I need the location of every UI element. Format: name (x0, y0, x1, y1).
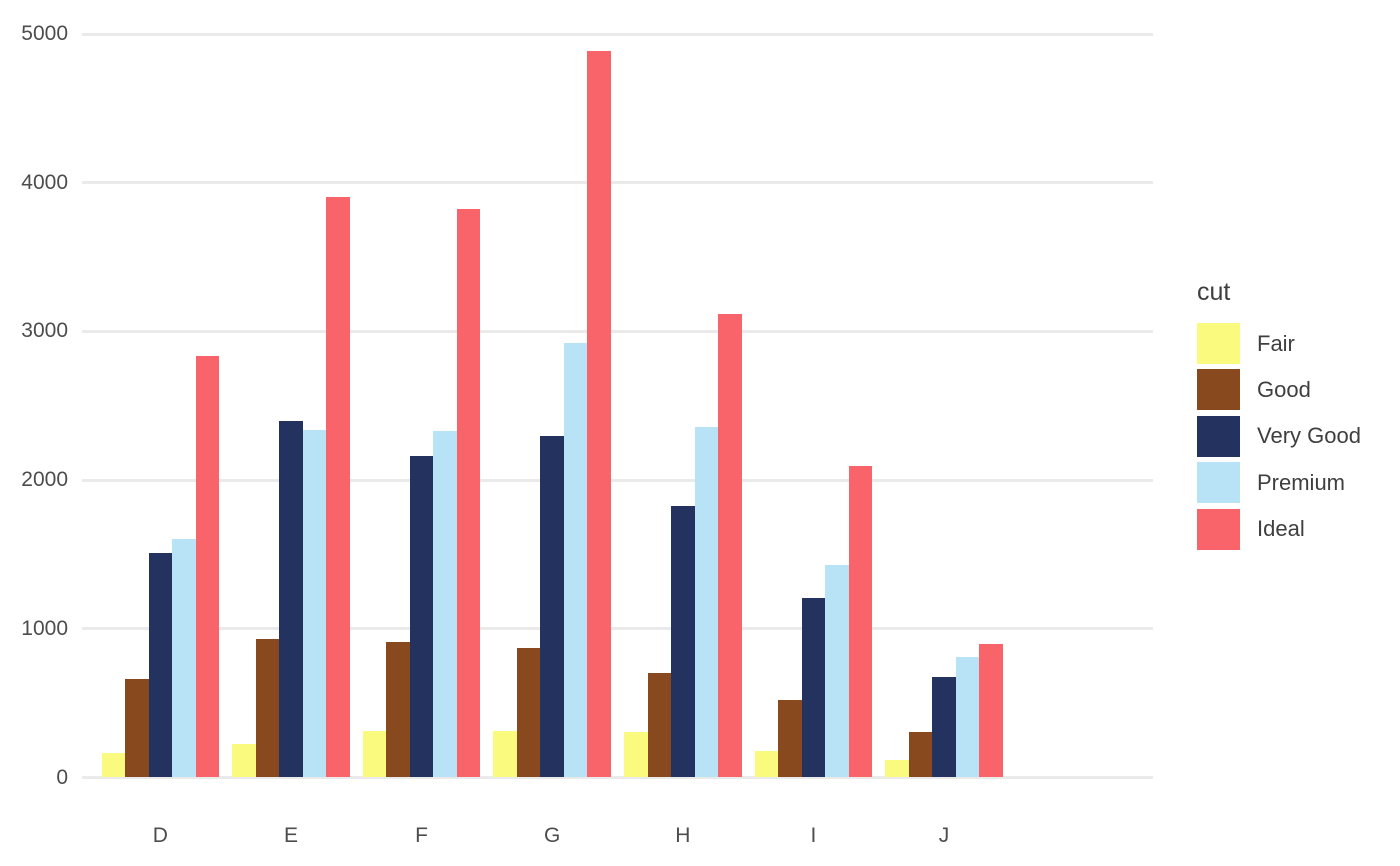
bar-J-ideal (979, 644, 1003, 778)
x-axis-tick-label: E (283, 824, 298, 847)
legend-item-fair: Fair (1197, 323, 1361, 364)
legend-label: Good (1257, 376, 1311, 402)
x-axis-tick-label: H (675, 824, 691, 847)
x-axis-tick-label: G (544, 824, 561, 847)
bar-H-very-good (671, 506, 695, 778)
bar-E-very-good (279, 420, 303, 778)
bar-H-premium (694, 426, 719, 778)
x-axis-tick-label: J (938, 824, 950, 847)
legend-title: cut (1197, 278, 1231, 306)
bar-G-ideal (587, 51, 611, 778)
legend-swatch-icon (1197, 508, 1240, 550)
gridline-1000 (82, 627, 1153, 631)
bar-F-ideal (456, 208, 481, 778)
bar-F-premium (433, 430, 457, 778)
bar-D-ideal (195, 356, 220, 778)
bar-H-fair (624, 732, 648, 778)
bar-J-premium (955, 657, 980, 778)
bar-D-premium (172, 539, 196, 778)
bar-H-good (647, 673, 672, 778)
x-axis-tick-label: F (415, 824, 428, 847)
bar-I-very-good (801, 598, 826, 778)
y-axis-tick-label: 1000 (21, 616, 68, 640)
bar-G-good (516, 647, 541, 778)
x-axis-tick-label: I (810, 824, 817, 847)
y-axis-tick-label: 0 (56, 765, 68, 789)
legend-items: Fair Good Very Good Premium Ideal (1197, 323, 1361, 550)
gridline-3000 (82, 329, 1153, 333)
y-axis-tick-label: 5000 (21, 22, 68, 45)
legend-swatch-icon (1197, 462, 1240, 504)
legend-label: Very Good (1257, 423, 1361, 449)
gridline-2000 (82, 478, 1153, 482)
bar-D-very-good (148, 552, 173, 778)
legend-item-very-good: Very Good (1197, 415, 1361, 457)
bar-I-premium (825, 565, 849, 778)
bar-D-good (125, 679, 149, 778)
bar-F-fair (362, 731, 387, 778)
bar-I-good (778, 699, 802, 778)
y-axis-tick-label: 3000 (21, 319, 68, 343)
legend-label: Premium (1257, 469, 1346, 495)
bar-E-premium (302, 429, 327, 778)
legend-swatch-icon (1197, 369, 1240, 411)
bar-G-fair (493, 730, 517, 778)
legend-item-premium: Premium (1197, 462, 1361, 504)
bar-F-very-good (409, 455, 434, 778)
bar-D-fair (101, 753, 126, 778)
bar-E-good (255, 638, 280, 778)
legend-swatch-icon (1197, 323, 1240, 364)
bar-E-ideal (326, 197, 350, 778)
legend-swatch-icon (1197, 415, 1240, 457)
bar-G-premium (563, 342, 588, 778)
bar-G-very-good (540, 435, 564, 778)
gridline-0 (82, 776, 1153, 779)
bar-J-fair (885, 759, 909, 778)
legend-item-good: Good (1197, 369, 1361, 411)
gridline-4000 (82, 181, 1153, 185)
legend-item-ideal: Ideal (1197, 508, 1361, 550)
bar-E-fair (232, 744, 256, 778)
gridline-5000 (82, 32, 1153, 36)
bar-I-ideal (848, 466, 873, 778)
bar-I-fair (754, 751, 779, 778)
legend-label: Fair (1257, 330, 1295, 356)
bar-J-good (908, 731, 933, 778)
x-axis-tick-label: D (152, 824, 168, 847)
y-axis-tick-label: 4000 (21, 170, 68, 194)
bar-F-good (386, 642, 410, 778)
bar-J-very-good (932, 676, 956, 778)
y-axis-tick-label: 2000 (21, 468, 68, 492)
legend: cut Fair Good Very Good Premium Ideal (1197, 276, 1361, 555)
bar-H-ideal (718, 314, 742, 778)
legend-label: Ideal (1257, 516, 1305, 542)
